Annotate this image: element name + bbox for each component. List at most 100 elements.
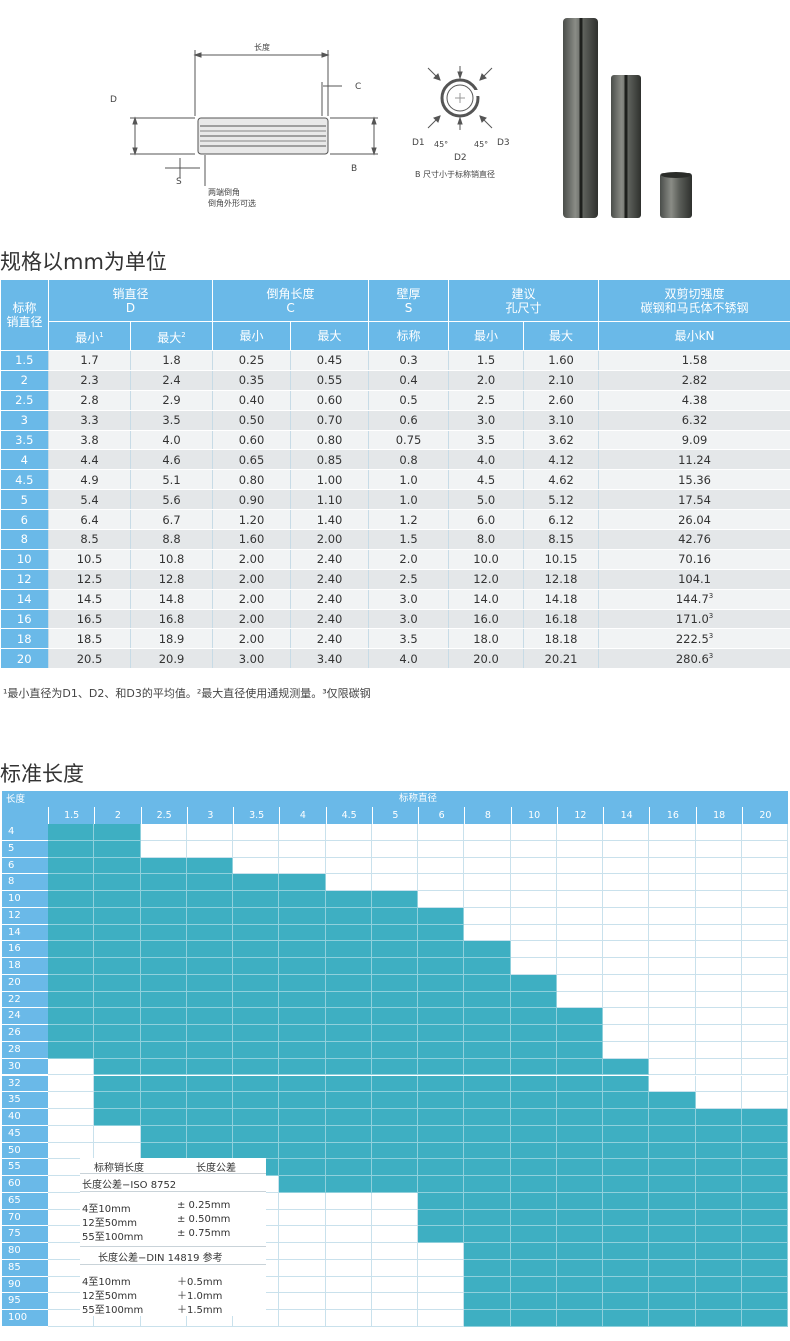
- spec-row: 10 10.5 10.8 2.00 2.40 2.0 10.0 10.15 70.16: [0, 549, 790, 570]
- grid-cell-available: [649, 1276, 696, 1294]
- grid-cell-available: [186, 1025, 233, 1042]
- iso-tol-1: ± 0.25mm: [177, 1200, 231, 1211]
- header-hmin: 最小: [448, 321, 525, 351]
- spec-cell-hmax: 3.10: [523, 410, 600, 431]
- grid-cell-available: [464, 1243, 511, 1260]
- grid-cell-empty: [741, 974, 788, 992]
- grid-cell-empty: [418, 1243, 465, 1260]
- spec-cell-s: 3.5: [368, 628, 450, 650]
- grid-cell-available: [464, 1041, 511, 1059]
- grid-cell-empty: [556, 924, 603, 942]
- spec-cell-dmin: 14.5: [48, 589, 131, 610]
- grid-cell-empty: [695, 941, 742, 959]
- grid-cell-empty: [603, 840, 650, 858]
- grid-cell-available: [94, 1025, 141, 1042]
- grid-cell-available: [94, 924, 141, 942]
- grid-cell-available: [186, 991, 233, 1009]
- grid-cell-empty: [695, 991, 742, 1009]
- grid-cell-available: [418, 1041, 465, 1059]
- spec-cell-dmax: 12.8: [130, 569, 214, 590]
- grid-cell-available: [695, 1125, 742, 1143]
- spec-row: 3 3.3 3.5 0.50 0.70 0.6 3.0 3.10 6.32: [0, 410, 790, 431]
- grid-cell-empty: [741, 1075, 788, 1093]
- din-tol-1: ＋0.5mm: [177, 1277, 223, 1288]
- spec-cell-hmax: 16.18: [523, 609, 600, 630]
- grid-cell-available: [464, 974, 511, 992]
- grid-cell-available: [464, 1176, 511, 1193]
- tol-col2-header: 长度公差: [196, 1163, 236, 1174]
- grid-cell-empty: [418, 857, 465, 875]
- spec-row: 14 14.5 14.8 2.00 2.40 3.0 14.0 14.18 144.73: [0, 589, 790, 610]
- grid-cell-empty: [464, 891, 511, 908]
- grid-cell-empty: [741, 1008, 788, 1026]
- grid-cell-empty: [325, 1192, 372, 1210]
- grid-cell-available: [233, 1008, 280, 1026]
- grid-cell-available: [325, 1092, 372, 1110]
- grid-cell-available: [140, 1092, 187, 1110]
- grid-cell-empty: [556, 974, 603, 992]
- grid-cell-available: [418, 991, 465, 1009]
- grid-cell-available: [325, 1008, 372, 1026]
- grid-cell-available: [741, 1243, 788, 1260]
- spec-cell-dmax: 1.8: [130, 350, 214, 371]
- din-title: 长度公差−DIN 14819 参考: [98, 1253, 223, 1264]
- grid-cell-available: [510, 1293, 557, 1311]
- grid-cell-available: [464, 1259, 511, 1277]
- d-label: D: [110, 95, 117, 105]
- spec-row-nominal: 5: [0, 489, 49, 511]
- spec-cell-kn: 104.1: [598, 569, 790, 590]
- grid-cell-available: [233, 974, 280, 992]
- grid-row-header: 22: [2, 991, 48, 1009]
- grid-cell-available: [371, 1041, 418, 1059]
- spec-cell-dmin: 12.5: [48, 569, 131, 590]
- grid-cell-empty: [695, 1092, 742, 1110]
- grid-cell-available: [233, 891, 280, 908]
- grid-cell-available: [510, 1025, 557, 1042]
- grid-cell-available: [695, 1243, 742, 1260]
- spec-cell-dmax: 10.8: [130, 549, 214, 570]
- grid-cell-available: [464, 1293, 511, 1311]
- grid-cell-available: [556, 1041, 603, 1059]
- spec-row-nominal: 8: [0, 529, 49, 550]
- spec-cell-s: 1.2: [368, 509, 450, 531]
- grid-cell-empty: [741, 1025, 788, 1042]
- grid-cell-available: [233, 958, 280, 975]
- grid-cell-available: [325, 1109, 372, 1126]
- grid-cell-available: [603, 1058, 650, 1076]
- grid-cell-available: [418, 941, 465, 959]
- angle-right: 45°: [474, 140, 489, 149]
- grid-cell-empty: [325, 1293, 372, 1311]
- spec-table: 标称 销直径 销直径 D 倒角长度 C 壁厚 S 建议 孔尺寸 双剪切强度 碳钢和马氏…: [0, 279, 790, 670]
- grid-cell-empty: [48, 1125, 95, 1143]
- grid-cell-empty: [695, 924, 742, 942]
- grid-cell-empty: [603, 974, 650, 992]
- grid-cell-empty: [556, 874, 603, 892]
- grid-cell-empty: [695, 1075, 742, 1093]
- grid-cell-available: [94, 974, 141, 992]
- grid-cell-available: [510, 974, 557, 992]
- grid-cell-available: [186, 1008, 233, 1026]
- spec-row-nominal: 2.5: [0, 390, 49, 411]
- grid-cell-available: [48, 1041, 95, 1059]
- grid-cell-available: [510, 1192, 557, 1210]
- grid-corner-label: 长度: [2, 791, 48, 824]
- grid-cell-empty: [695, 1025, 742, 1042]
- grid-cell-empty: [418, 1310, 465, 1327]
- spec-cell-hmin: 10.0: [448, 549, 525, 570]
- grid-cell-available: [464, 1310, 511, 1327]
- grid-cell-empty: [695, 907, 742, 925]
- grid-cell-empty: [140, 840, 187, 858]
- spec-cell-cmax: 3.40: [290, 648, 370, 670]
- grid-cell-available: [464, 1058, 511, 1076]
- grid-cell-available: [695, 1276, 742, 1294]
- grid-cell-empty: [649, 1025, 696, 1042]
- grid-cell-available: [464, 1159, 511, 1177]
- spec-cell-dmax: 6.7: [130, 509, 214, 531]
- grid-cell-available: [94, 941, 141, 959]
- grid-col-header: 20: [741, 807, 788, 824]
- spec-cell-cmax: 0.85: [290, 449, 370, 471]
- grid-col-header: 2.5: [140, 807, 187, 824]
- grid-row-header: 5: [2, 840, 48, 858]
- spec-cell-s: 0.5: [368, 390, 450, 411]
- grid-cell-available: [325, 991, 372, 1009]
